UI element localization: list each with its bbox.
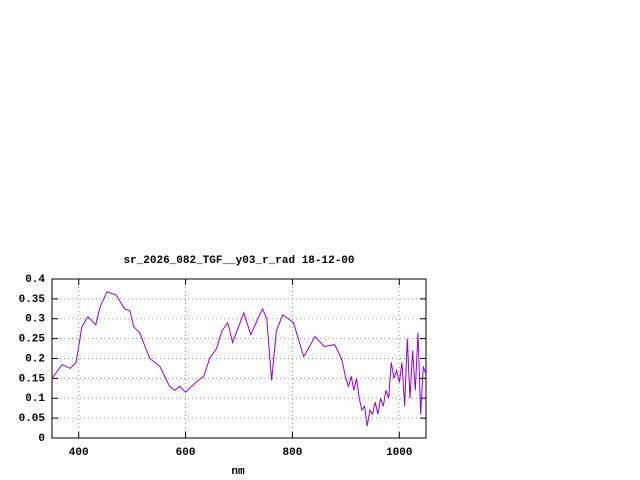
- y-tick-label: 0.4: [25, 274, 45, 286]
- y-tick-label: 0.2: [25, 353, 45, 365]
- plot-border: [51, 278, 427, 439]
- y-tick-label: 0.35: [19, 294, 46, 306]
- data-line: [51, 291, 427, 427]
- x-tick-label: 400: [69, 447, 89, 459]
- y-tick-label: 0.25: [19, 334, 46, 346]
- y-tick-label: 0.05: [19, 413, 46, 425]
- x-axis-label: nm: [231, 466, 245, 478]
- chart-title: sr_2026_082_TGF__y03_r_rad 18-12-00: [123, 255, 354, 267]
- y-tick-label: 0: [38, 433, 45, 445]
- y-tick-label: 0.3: [25, 314, 45, 326]
- y-tick-label: 0.15: [19, 373, 46, 385]
- y-tick-label: 0.1: [25, 393, 45, 405]
- x-tick-label: 600: [176, 447, 196, 459]
- x-tick-label: 1000: [386, 447, 412, 459]
- x-tick-label: 800: [283, 447, 303, 459]
